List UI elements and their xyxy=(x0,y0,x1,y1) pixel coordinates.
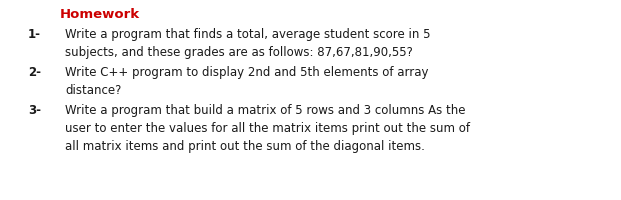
Text: 3-: 3- xyxy=(28,103,41,116)
Text: 1-: 1- xyxy=(28,28,41,41)
Text: 2-: 2- xyxy=(28,66,41,79)
Text: all matrix items and print out the sum of the diagonal items.: all matrix items and print out the sum o… xyxy=(65,139,425,152)
Text: Homework: Homework xyxy=(60,8,140,21)
Text: user to enter the values for all the matrix items print out the sum of: user to enter the values for all the mat… xyxy=(65,121,470,134)
Text: Write a program that build a matrix of 5 rows and 3 columns As the: Write a program that build a matrix of 5… xyxy=(65,103,466,116)
Text: Write C++ program to display 2nd and 5th elements of array: Write C++ program to display 2nd and 5th… xyxy=(65,66,428,79)
Text: subjects, and these grades are as follows: 87,67,81,90,55?: subjects, and these grades are as follow… xyxy=(65,46,413,59)
Text: Write a program that finds a total, average student score in 5: Write a program that finds a total, aver… xyxy=(65,28,430,41)
Text: distance?: distance? xyxy=(65,84,121,97)
